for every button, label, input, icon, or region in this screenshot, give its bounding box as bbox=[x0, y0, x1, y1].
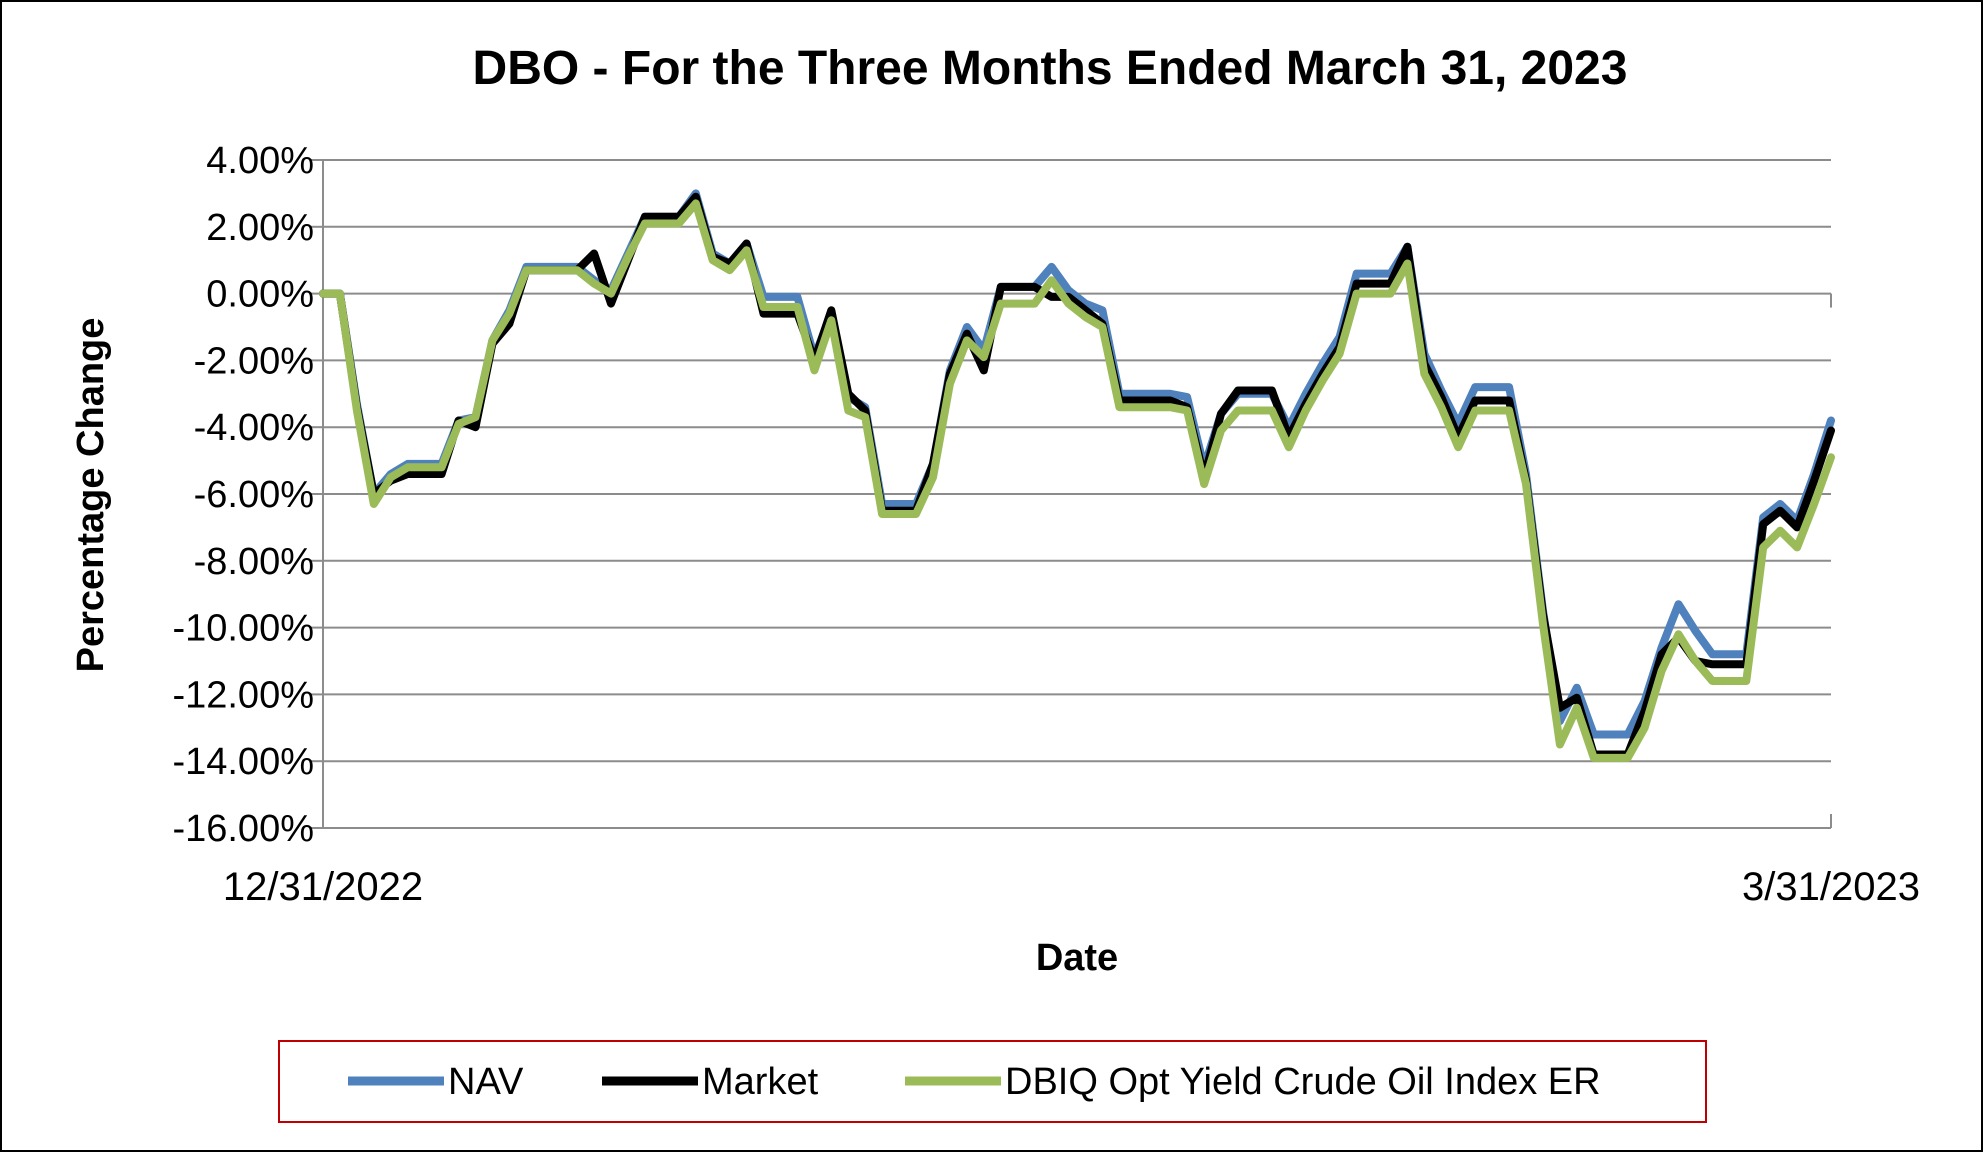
y-tick-label: 4.00% bbox=[206, 140, 314, 182]
grid-lines bbox=[311, 159, 1831, 829]
y-tick-label: -16.00% bbox=[172, 808, 314, 850]
legend-label: DBIQ Opt Yield Crude Oil Index ER bbox=[1005, 1061, 1601, 1103]
x-tick-label: 3/31/2023 bbox=[1742, 865, 1920, 909]
legend-items: NAV Market DBIQ Opt Yield Crude Oil Index … bbox=[348, 1061, 1601, 1103]
y-axis-label: Percentage Change bbox=[70, 318, 112, 673]
legend-label: Market bbox=[702, 1061, 819, 1103]
y-tick-label: -6.00% bbox=[194, 474, 314, 516]
y-tick-label: -8.00% bbox=[194, 541, 314, 583]
y-tick-label: -2.00% bbox=[194, 340, 314, 382]
x-axis-label: Date bbox=[1036, 937, 1118, 979]
x-tick-labels: 12/31/2022 3/31/2023 bbox=[223, 865, 1920, 909]
y-tick-label: -4.00% bbox=[194, 407, 314, 449]
series-lines bbox=[319, 189, 1835, 762]
chart-title: DBO - For the Three Months Ended March 3… bbox=[473, 42, 1628, 95]
y-tick-label: 0.00% bbox=[206, 274, 314, 316]
x-tick-label: 12/31/2022 bbox=[223, 865, 423, 909]
legend-label: NAV bbox=[448, 1061, 524, 1103]
y-tick-label: -12.00% bbox=[172, 674, 314, 716]
series-line-2 bbox=[319, 199, 1835, 762]
axes bbox=[322, 160, 1832, 828]
legend: NAV Market DBIQ Opt Yield Crude Oil Index … bbox=[278, 1040, 1707, 1123]
y-tick-label: -10.00% bbox=[172, 608, 314, 650]
y-tick-label: -14.00% bbox=[172, 741, 314, 783]
y-tick-label: 2.00% bbox=[206, 207, 314, 249]
y-tick-labels: 4.00% 2.00% 0.00% -2.00% -4.00% -6.00% -8.00% -… bbox=[172, 140, 314, 850]
